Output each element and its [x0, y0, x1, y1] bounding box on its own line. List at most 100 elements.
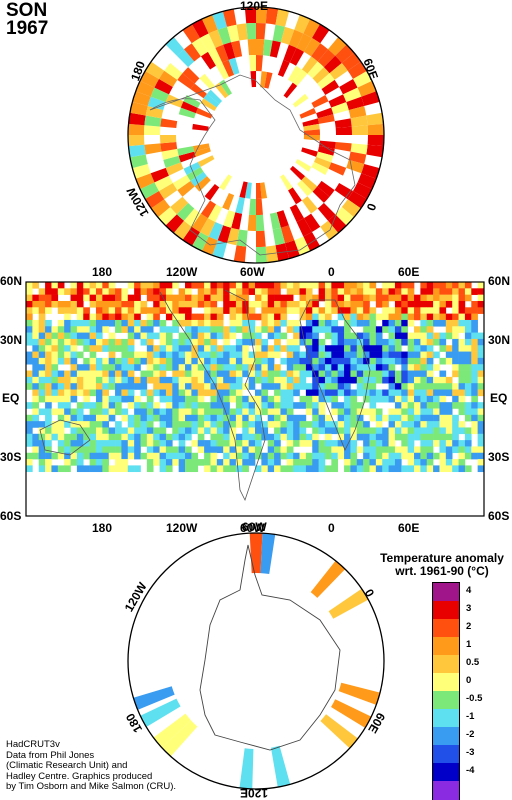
anomaly-cell — [280, 414, 288, 422]
anomaly-cell — [255, 427, 262, 435]
anomaly-cell — [286, 351, 294, 359]
anomaly-cell — [363, 433, 370, 441]
anomaly-cell — [272, 24, 285, 43]
anomaly-cell — [185, 389, 192, 397]
anomaly-cell — [172, 446, 179, 454]
anomaly-cell — [204, 383, 211, 390]
anomaly-cell — [108, 427, 116, 435]
anomaly-cell — [337, 338, 345, 346]
anomaly-cell — [394, 402, 402, 409]
anomaly-cell — [182, 67, 200, 84]
anomaly-cell — [452, 427, 459, 435]
anomaly-cell — [286, 459, 294, 466]
anomaly-cell — [134, 395, 141, 403]
anomaly-cell — [223, 326, 230, 333]
anomaly-cell — [206, 89, 223, 105]
anomaly-cell — [305, 338, 313, 346]
anomaly-cell — [267, 465, 275, 473]
anomaly-cell — [267, 383, 275, 390]
anomaly-cell — [154, 175, 173, 191]
anomaly-cell — [57, 326, 65, 333]
anomaly-cell — [331, 376, 338, 384]
anomaly-cell — [369, 414, 377, 422]
anomaly-cell — [172, 294, 179, 302]
anomaly-cell — [32, 338, 40, 346]
anomaly-cell — [471, 408, 478, 416]
anomaly-cell — [426, 307, 434, 314]
anomaly-cell — [210, 427, 218, 435]
anomaly-cell — [420, 338, 428, 346]
anomaly-cell — [185, 338, 192, 346]
anomaly-cell — [178, 395, 186, 403]
anomaly-cell — [235, 300, 243, 308]
anomaly-cell — [121, 414, 129, 422]
anomaly-cell — [153, 446, 160, 454]
anomaly-cell — [305, 389, 313, 397]
anomaly-cell — [337, 364, 345, 371]
anomaly-cell — [471, 357, 478, 365]
anomaly-cell — [121, 408, 129, 416]
anomaly-cell — [165, 294, 173, 302]
anomaly-cell — [146, 319, 154, 327]
anomaly-cell — [70, 433, 78, 441]
anomaly-cell — [64, 307, 71, 314]
anomaly-cell — [344, 364, 351, 371]
anomaly-cell — [121, 345, 129, 352]
anomaly-cell — [312, 345, 319, 352]
anomaly-cell — [165, 446, 173, 454]
anomaly-cell — [350, 427, 358, 435]
anomaly-cell — [324, 332, 332, 340]
anomaly-cell — [311, 162, 329, 175]
anomaly-cell — [433, 313, 440, 321]
anomaly-cell — [277, 59, 290, 77]
anomaly-cell — [369, 307, 377, 314]
anomaly-cell — [356, 389, 364, 397]
anomaly-cell — [375, 389, 383, 397]
anomaly-cell — [134, 383, 141, 390]
anomaly-cell — [350, 345, 358, 352]
anomaly-cell — [248, 433, 256, 441]
anomaly-cell — [356, 459, 364, 466]
anomaly-cell — [394, 326, 402, 333]
anomaly-cell — [426, 370, 434, 378]
anomaly-cell — [216, 414, 224, 422]
anomaly-cell — [165, 389, 173, 397]
anomaly-cell — [32, 452, 40, 460]
anomaly-cell — [223, 294, 230, 302]
anomaly-cell — [89, 370, 97, 378]
anomaly-cell — [274, 376, 281, 384]
anomaly-cell — [375, 376, 383, 384]
anomaly-cell — [242, 408, 249, 416]
anomaly-cell — [352, 71, 373, 88]
anomaly-cell — [159, 338, 167, 346]
south-polar-cells — [133, 532, 381, 789]
anomaly-cell — [219, 174, 232, 191]
anomaly-cell — [242, 332, 249, 340]
anomaly-cell — [338, 682, 381, 705]
anomaly-cell — [89, 288, 97, 295]
anomaly-cell — [256, 23, 266, 40]
anomaly-cell — [38, 345, 46, 352]
anomaly-cell — [70, 459, 78, 466]
anomaly-cell — [146, 313, 154, 321]
anomaly-cell — [331, 351, 338, 359]
anomaly-cell — [464, 282, 472, 289]
anomaly-cell — [76, 427, 84, 435]
anomaly-cell — [57, 307, 65, 314]
anomaly-cell — [267, 446, 275, 454]
anomaly-cell — [317, 73, 335, 90]
anomaly-cell — [445, 440, 453, 447]
anomaly-cell — [64, 313, 71, 321]
anomaly-cell — [185, 300, 192, 308]
anomaly-cell — [165, 395, 173, 403]
anomaly-cell — [197, 383, 205, 390]
anomaly-cell — [426, 433, 434, 441]
anomaly-cell — [208, 29, 224, 48]
anomaly-cell — [458, 408, 466, 416]
anomaly-cell — [191, 38, 208, 57]
anomaly-cell — [280, 313, 288, 321]
anomaly-cell — [216, 459, 224, 466]
anomaly-cell — [159, 332, 167, 340]
anomaly-cell — [401, 288, 408, 295]
